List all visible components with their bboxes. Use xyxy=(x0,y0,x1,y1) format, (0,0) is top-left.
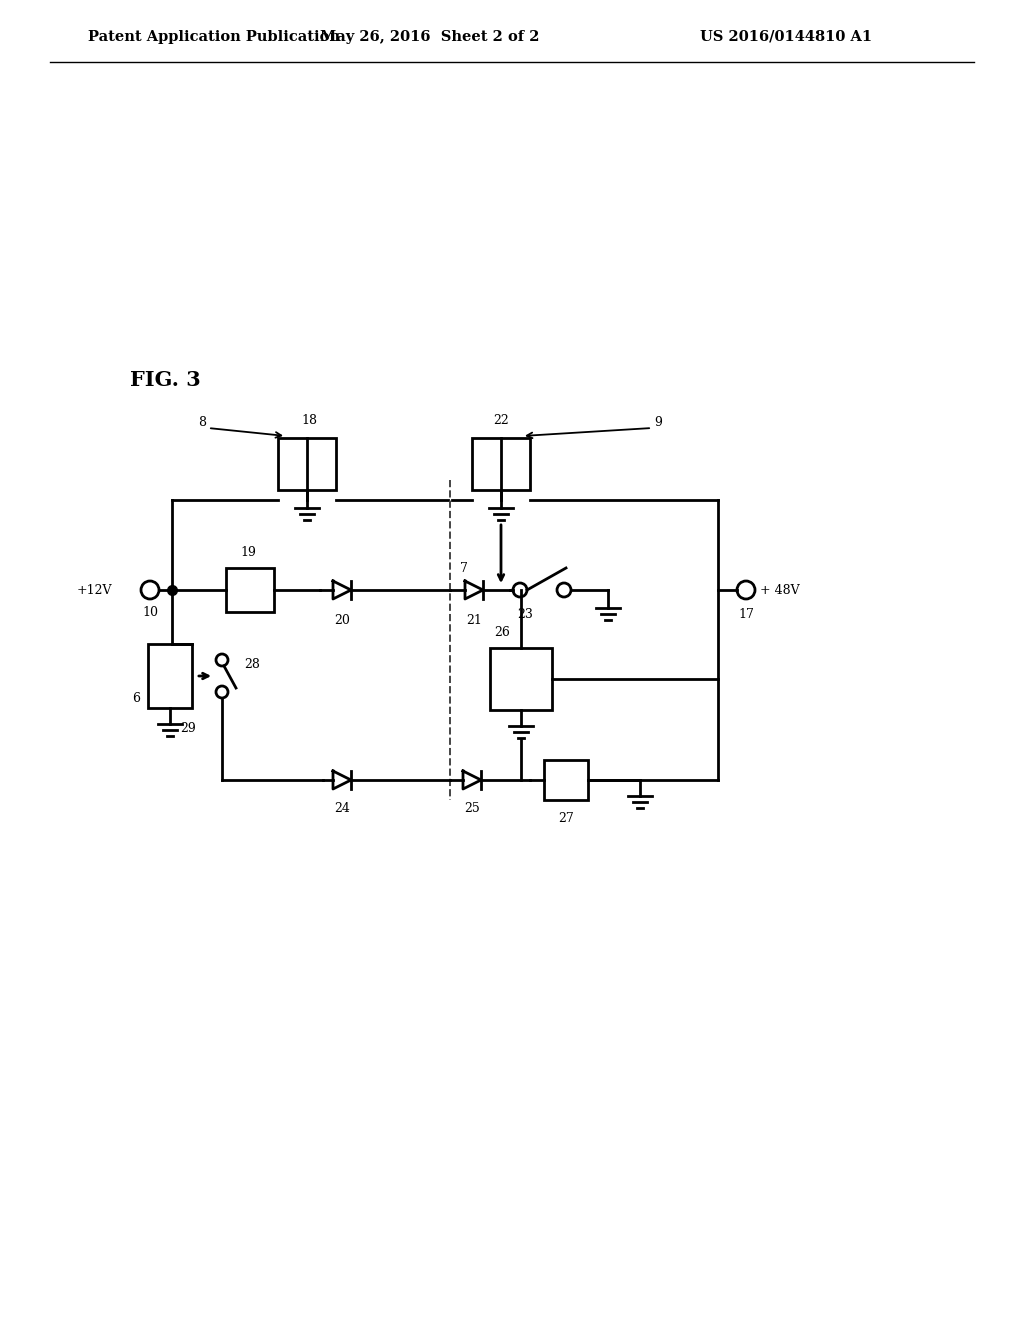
Circle shape xyxy=(557,583,571,597)
Text: May 26, 2016  Sheet 2 of 2: May 26, 2016 Sheet 2 of 2 xyxy=(321,30,540,44)
Bar xyxy=(544,760,588,800)
Text: 6: 6 xyxy=(132,692,140,705)
Text: 26: 26 xyxy=(494,626,510,639)
Text: 9: 9 xyxy=(654,416,662,429)
Bar xyxy=(490,648,552,710)
Circle shape xyxy=(737,581,755,599)
Bar xyxy=(226,568,274,612)
Text: 29: 29 xyxy=(180,722,196,734)
Text: 22: 22 xyxy=(494,413,509,426)
Text: US 2016/0144810 A1: US 2016/0144810 A1 xyxy=(700,30,872,44)
Text: 20: 20 xyxy=(334,614,350,627)
Text: +12V: +12V xyxy=(77,583,112,597)
Text: FIG. 3: FIG. 3 xyxy=(130,370,201,389)
Text: 27: 27 xyxy=(558,812,573,825)
Text: 25: 25 xyxy=(464,801,480,814)
Text: Patent Application Publication: Patent Application Publication xyxy=(88,30,340,44)
Text: + 48V: + 48V xyxy=(760,583,800,597)
Bar xyxy=(472,438,530,490)
Text: 10: 10 xyxy=(142,606,158,619)
Circle shape xyxy=(141,581,159,599)
Text: 21: 21 xyxy=(466,614,482,627)
Text: 23: 23 xyxy=(517,609,532,622)
Text: 7: 7 xyxy=(460,561,468,574)
Text: 24: 24 xyxy=(334,801,350,814)
Bar xyxy=(278,438,336,490)
Text: 17: 17 xyxy=(738,607,754,620)
Circle shape xyxy=(216,686,228,698)
Text: 19: 19 xyxy=(240,545,256,558)
Text: 8: 8 xyxy=(198,416,206,429)
Text: 18: 18 xyxy=(301,413,317,426)
Bar xyxy=(148,644,193,708)
Circle shape xyxy=(513,583,527,597)
Circle shape xyxy=(216,653,228,667)
Text: 28: 28 xyxy=(244,657,260,671)
